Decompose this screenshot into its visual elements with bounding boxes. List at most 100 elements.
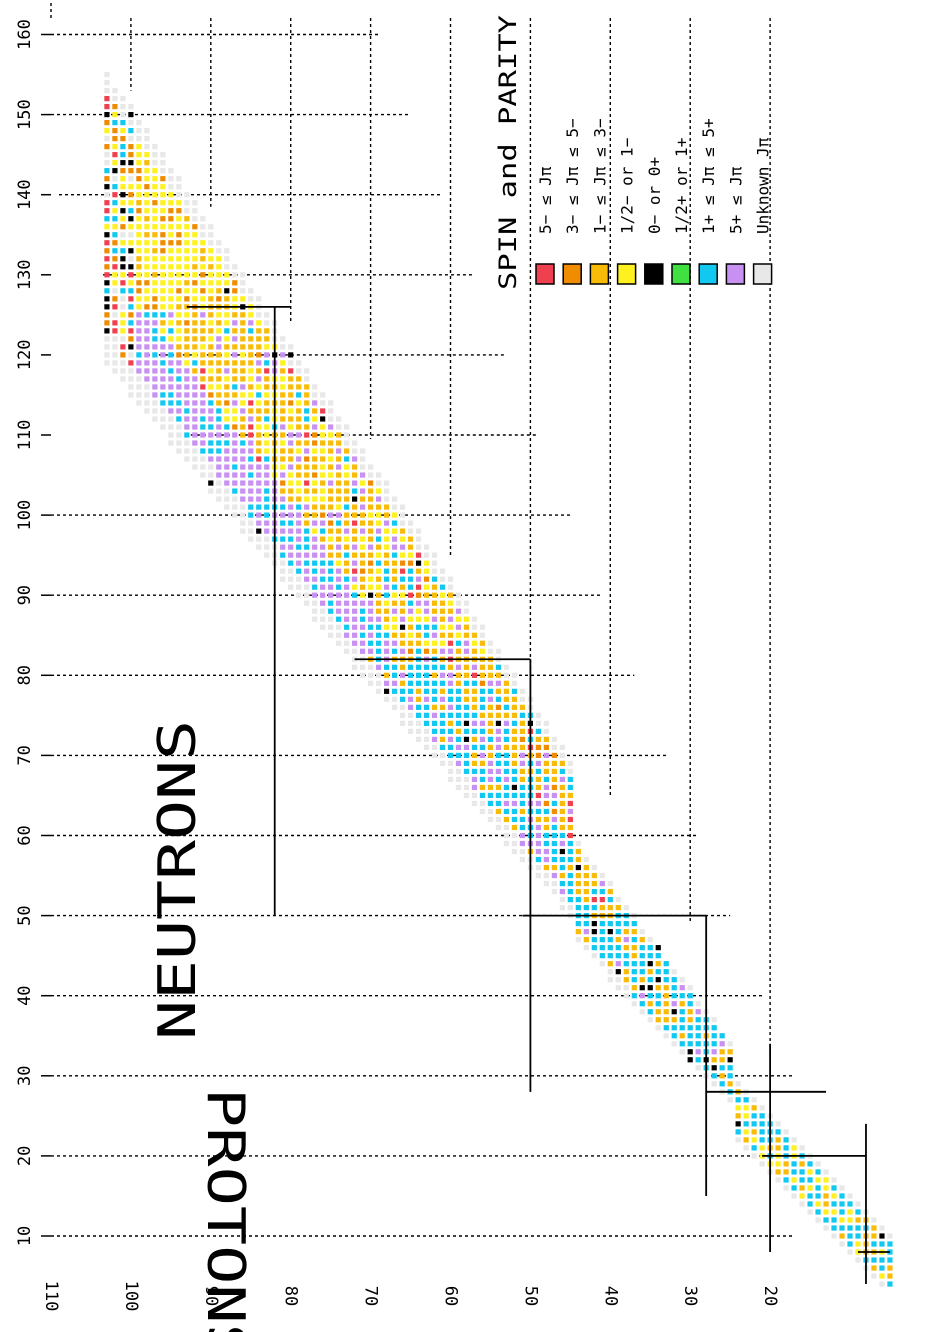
nuclide-cell: [543, 880, 549, 887]
nuclide-cell: [607, 945, 613, 951]
nuclide-cell: [336, 624, 342, 630]
nuclide-cell: [320, 456, 326, 462]
nuclide-cell: [128, 384, 134, 390]
nuclide-cell: [495, 744, 502, 750]
nuclide-cell: [248, 528, 254, 534]
nuclide-cell: [304, 576, 310, 582]
nuclide-cell: [216, 392, 222, 398]
nuclide-cell: [168, 208, 174, 214]
nuclide-cell: [431, 752, 438, 758]
nuclide-cell: [280, 544, 286, 550]
nuclide-cell: [519, 688, 526, 694]
nuclide-cell: [431, 592, 438, 598]
nuclide-cell: [352, 648, 358, 654]
nuclide-cell: [320, 584, 326, 590]
nuclide-cell: [136, 280, 142, 286]
nuclide-cell: [136, 400, 142, 406]
nuclide-cell: [248, 416, 254, 422]
nuclide-cell: [487, 816, 494, 823]
nuclide-cell: [240, 392, 246, 398]
nuclide-cell: [503, 744, 510, 750]
nuclide-cell: [256, 480, 262, 486]
nuclide-cell: [375, 536, 382, 542]
nuclide-cell: [328, 432, 334, 438]
nuclide-cell: [200, 264, 206, 270]
nuclide-cell: [391, 640, 398, 646]
nuclide-cell: [407, 576, 414, 582]
nuclide-cell: [399, 632, 406, 638]
nuclide-cell: [687, 985, 693, 991]
nuclide-cell: [152, 176, 158, 182]
nuclide-cell: [735, 1129, 741, 1135]
nuclide-cell: [344, 536, 350, 542]
nuclide-cell: [248, 456, 254, 462]
nuclide-cell: [423, 608, 430, 614]
nuclide-cell: [463, 768, 470, 775]
nuclide-cell: [503, 712, 510, 718]
nuclide-cell: [487, 704, 494, 710]
nuclide-cell: [280, 440, 286, 446]
nuclide-cell: [647, 937, 653, 943]
nuclide-cell: [583, 864, 589, 871]
nuclide-cell: [431, 552, 438, 558]
nuclide-cell: [312, 616, 318, 622]
nuclide-cell: [647, 969, 653, 975]
nuclide-cell: [200, 360, 206, 366]
nuclide-cell: [543, 792, 549, 799]
nuclide-cell: [280, 512, 286, 518]
nuclide-cell: [144, 160, 150, 166]
nuclide-cell: [511, 832, 518, 839]
nuclide-cell: [336, 488, 342, 494]
nuclide-cell: [128, 224, 134, 230]
nuclide-cell: [128, 192, 134, 198]
nuclide-cell: [152, 400, 158, 406]
nuclide-cell: [224, 440, 230, 446]
nuclide-cell: [487, 672, 494, 678]
nuclide-cell: [815, 1161, 821, 1167]
nuclide-cell: [447, 752, 454, 758]
nuclide-cell: [248, 376, 254, 382]
nuclide-cell: [383, 640, 390, 646]
nuclide-cell: [240, 456, 246, 462]
nuclide-cell: [152, 392, 158, 398]
nuclide-cell: [120, 176, 126, 182]
nuclide-cell: [415, 704, 422, 710]
nuclide-cell: [104, 272, 110, 278]
nuclide-cell: [344, 592, 350, 598]
nuclide-cell: [463, 688, 470, 694]
nuclide-cell: [463, 744, 470, 750]
nuclide-cell: [200, 376, 206, 382]
nuclide-cell: [160, 224, 166, 230]
nuclide-cell: [320, 536, 326, 542]
nuclide-cell: [360, 480, 366, 486]
nuclide-cell: [543, 736, 549, 742]
nuclide-cell: [256, 328, 262, 334]
nuclide-cell: [112, 95, 118, 102]
nuclide-cell: [559, 752, 565, 758]
nuclide-cell: [288, 472, 294, 478]
nuclide-cell: [751, 1153, 757, 1159]
nuclide-cell: [328, 488, 334, 494]
nuclide-cell: [312, 392, 318, 398]
nuclide-cell: [240, 384, 246, 390]
nuclide-cell: [152, 408, 158, 414]
nuclide-cell: [320, 592, 326, 598]
nuclide-cell: [296, 480, 302, 486]
nuclide-cell: [240, 344, 246, 350]
nuclide-cell: [208, 368, 214, 374]
nuclide-cell: [136, 232, 142, 238]
nuclide-cell: [160, 184, 166, 190]
nuclide-cell: [320, 568, 326, 574]
nuclide-cell: [184, 456, 190, 462]
nuclide-cell: [168, 224, 174, 230]
nuclide-cell: [328, 480, 334, 486]
nuclide-cell: [368, 536, 374, 542]
nuclide-cell: [415, 680, 422, 686]
nuclide-cell: [184, 232, 190, 238]
nuclide-cell: [240, 424, 246, 430]
nuclide-cell: [519, 720, 526, 726]
nuclide-cell: [759, 1105, 765, 1111]
nuclide-cell: [719, 1041, 725, 1047]
nuclide-cell: [583, 929, 589, 935]
